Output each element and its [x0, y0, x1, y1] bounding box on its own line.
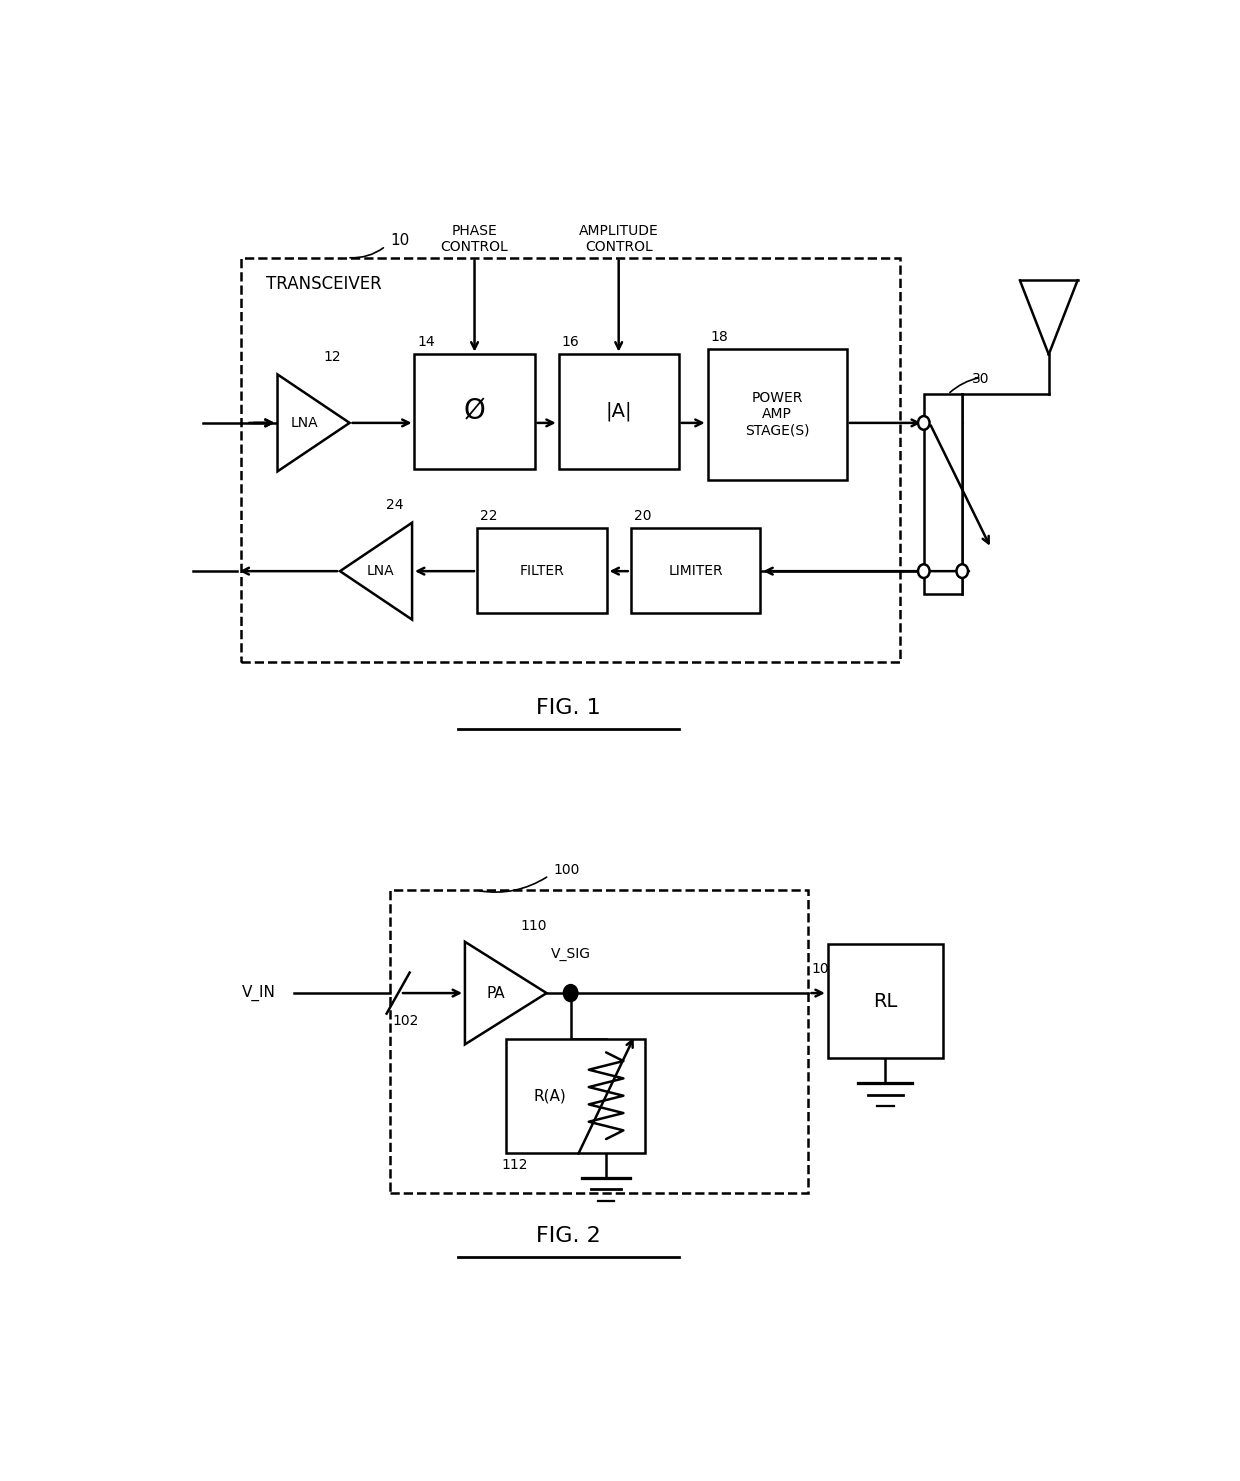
Text: V_IN: V_IN — [242, 985, 275, 1001]
Text: RL: RL — [873, 992, 898, 1010]
Bar — [391, 890, 808, 1192]
Text: |A|: |A| — [605, 401, 632, 421]
Text: V_SIG: V_SIG — [551, 948, 590, 961]
Circle shape — [564, 985, 578, 1001]
Text: PA: PA — [487, 985, 506, 1001]
Bar — [631, 527, 760, 613]
Circle shape — [918, 416, 930, 429]
Text: AMPLITUDE
CONTROL: AMPLITUDE CONTROL — [579, 224, 658, 255]
Circle shape — [918, 564, 930, 578]
Bar — [828, 943, 942, 1057]
Text: 30: 30 — [972, 372, 990, 387]
Circle shape — [956, 564, 968, 578]
Polygon shape — [340, 523, 412, 619]
Text: 100: 100 — [554, 863, 580, 877]
Text: POWER
AMP
STAGE(S): POWER AMP STAGE(S) — [745, 391, 810, 437]
Bar — [558, 354, 678, 468]
Text: Ø: Ø — [464, 397, 485, 425]
Text: PHASE
CONTROL: PHASE CONTROL — [440, 224, 508, 255]
Text: FIG. 2: FIG. 2 — [536, 1226, 600, 1246]
Text: LNA: LNA — [367, 564, 394, 578]
Text: 10: 10 — [391, 233, 409, 247]
Text: 20: 20 — [634, 509, 651, 523]
Text: LNA: LNA — [290, 416, 317, 429]
Text: 24: 24 — [386, 498, 403, 512]
Text: 18: 18 — [711, 330, 728, 344]
Bar — [414, 354, 534, 468]
Text: 104: 104 — [811, 961, 838, 976]
Text: FIG. 1: FIG. 1 — [536, 698, 600, 718]
Polygon shape — [278, 375, 350, 471]
Text: 16: 16 — [562, 336, 579, 350]
Text: 12: 12 — [324, 350, 341, 364]
Bar — [242, 258, 900, 662]
Text: FILTER: FILTER — [520, 564, 564, 578]
Bar — [477, 527, 606, 613]
Text: TRANSCEIVER: TRANSCEIVER — [265, 274, 381, 293]
Text: 102: 102 — [392, 1014, 419, 1028]
Text: R(A): R(A) — [534, 1089, 567, 1103]
Text: LIMITER: LIMITER — [668, 564, 723, 578]
Text: 110: 110 — [521, 920, 547, 933]
Text: 112: 112 — [501, 1158, 527, 1173]
Bar — [708, 350, 847, 480]
Text: 14: 14 — [418, 336, 435, 350]
Text: 22: 22 — [480, 509, 497, 523]
Polygon shape — [465, 942, 547, 1044]
Bar — [924, 394, 962, 594]
Bar — [506, 1038, 645, 1152]
